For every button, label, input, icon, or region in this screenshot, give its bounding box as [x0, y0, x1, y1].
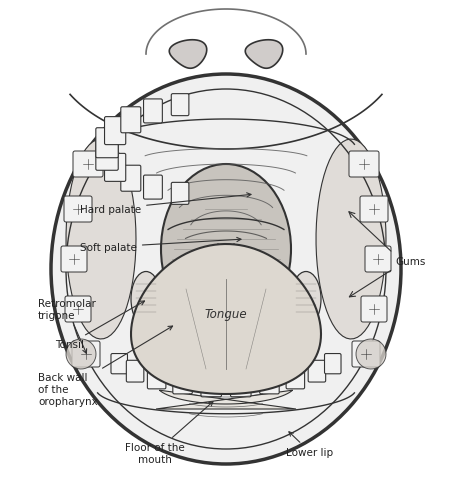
FancyBboxPatch shape	[72, 341, 100, 367]
FancyBboxPatch shape	[64, 197, 92, 223]
Ellipse shape	[219, 260, 232, 279]
Text: Lower lip: Lower lip	[286, 432, 333, 457]
Polygon shape	[169, 41, 206, 69]
FancyBboxPatch shape	[351, 341, 379, 367]
Ellipse shape	[51, 75, 400, 464]
FancyBboxPatch shape	[96, 129, 118, 158]
FancyBboxPatch shape	[172, 370, 192, 394]
FancyBboxPatch shape	[73, 152, 103, 178]
FancyBboxPatch shape	[120, 108, 140, 133]
FancyBboxPatch shape	[308, 360, 325, 382]
FancyBboxPatch shape	[147, 366, 166, 389]
FancyBboxPatch shape	[360, 296, 386, 323]
FancyBboxPatch shape	[359, 197, 387, 223]
Polygon shape	[355, 339, 385, 369]
Text: Floor of the
mouth: Floor of the mouth	[125, 402, 212, 464]
Ellipse shape	[290, 272, 320, 327]
FancyBboxPatch shape	[364, 247, 390, 273]
FancyBboxPatch shape	[143, 176, 162, 200]
FancyBboxPatch shape	[143, 100, 162, 124]
FancyBboxPatch shape	[65, 296, 91, 323]
FancyBboxPatch shape	[171, 95, 189, 117]
Text: Hard palate: Hard palate	[80, 193, 250, 215]
FancyBboxPatch shape	[96, 141, 118, 171]
Text: Retromolar
trigone: Retromolar trigone	[38, 299, 96, 354]
Ellipse shape	[131, 272, 161, 327]
Text: Gums: Gums	[394, 256, 424, 266]
Ellipse shape	[161, 165, 290, 334]
Polygon shape	[156, 390, 295, 409]
Polygon shape	[66, 140, 136, 339]
FancyBboxPatch shape	[111, 354, 127, 374]
FancyBboxPatch shape	[171, 183, 189, 205]
FancyBboxPatch shape	[126, 360, 143, 382]
Text: Soft palate: Soft palate	[80, 238, 240, 252]
FancyBboxPatch shape	[348, 152, 378, 178]
FancyBboxPatch shape	[104, 118, 125, 145]
Text: Back wall
of the
oropharynx: Back wall of the oropharynx	[38, 326, 172, 406]
FancyBboxPatch shape	[230, 371, 250, 397]
FancyBboxPatch shape	[61, 247, 87, 273]
Text: Tonsil: Tonsil	[55, 301, 144, 349]
Polygon shape	[66, 339, 96, 369]
Polygon shape	[315, 140, 385, 339]
FancyBboxPatch shape	[201, 371, 221, 397]
FancyBboxPatch shape	[120, 166, 140, 192]
FancyBboxPatch shape	[285, 366, 304, 389]
Polygon shape	[131, 244, 320, 394]
Polygon shape	[245, 41, 282, 69]
FancyBboxPatch shape	[324, 354, 340, 374]
FancyBboxPatch shape	[259, 370, 279, 394]
Text: Tongue: Tongue	[204, 308, 247, 321]
FancyBboxPatch shape	[104, 154, 125, 182]
